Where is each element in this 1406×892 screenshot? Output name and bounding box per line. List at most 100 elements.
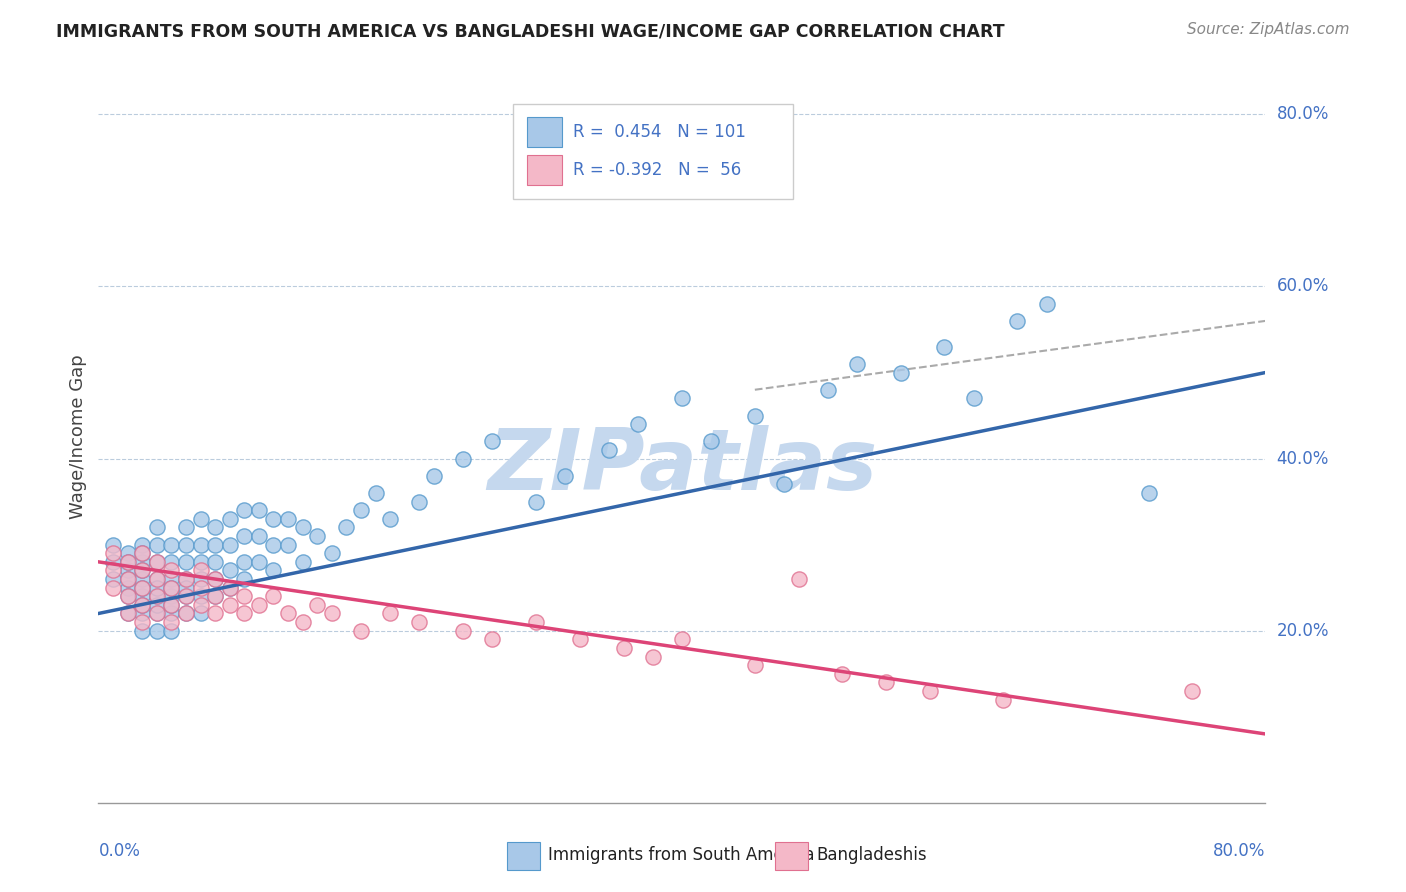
FancyBboxPatch shape	[775, 842, 808, 870]
Text: 80.0%: 80.0%	[1277, 105, 1329, 123]
Point	[380, 512, 402, 526]
Point	[218, 581, 240, 595]
Point	[174, 607, 197, 621]
Point	[160, 538, 183, 552]
Point	[160, 615, 183, 629]
Point	[174, 572, 197, 586]
Point	[146, 572, 169, 586]
Point	[131, 589, 153, 603]
Point	[146, 624, 169, 638]
Text: Source: ZipAtlas.com: Source: ZipAtlas.com	[1187, 22, 1350, 37]
Point	[131, 572, 153, 586]
Point	[146, 589, 169, 603]
Point	[146, 538, 169, 552]
Point	[918, 684, 941, 698]
Point	[1007, 314, 1029, 328]
Point	[146, 589, 169, 603]
Point	[568, 632, 591, 647]
Point	[174, 520, 197, 534]
Point	[598, 442, 620, 457]
Point	[160, 555, 183, 569]
Point	[204, 589, 226, 603]
FancyBboxPatch shape	[513, 104, 793, 200]
Point	[146, 520, 169, 534]
Point	[131, 546, 153, 560]
Point	[218, 512, 240, 526]
Point	[291, 555, 314, 569]
Point	[131, 581, 153, 595]
Point	[451, 451, 474, 466]
Point	[321, 546, 343, 560]
Point	[204, 520, 226, 534]
Point	[233, 572, 256, 586]
Point	[962, 392, 984, 406]
Point	[174, 572, 197, 586]
Point	[131, 624, 153, 638]
Point	[146, 598, 169, 612]
Point	[218, 538, 240, 552]
Point	[247, 598, 270, 612]
Text: 80.0%: 80.0%	[1213, 842, 1265, 860]
Point	[190, 512, 212, 526]
Point	[117, 555, 139, 569]
Point	[117, 589, 139, 603]
Point	[641, 649, 664, 664]
Point	[262, 589, 284, 603]
Point	[131, 598, 153, 612]
Point	[481, 632, 503, 647]
Point	[307, 529, 329, 543]
Point	[174, 589, 197, 603]
Point	[934, 340, 956, 354]
Point	[408, 615, 430, 629]
Point	[671, 632, 693, 647]
Point	[160, 564, 183, 578]
Point	[204, 589, 226, 603]
Point	[174, 589, 197, 603]
Point	[117, 546, 139, 560]
Point	[233, 607, 256, 621]
Point	[160, 581, 183, 595]
Point	[277, 512, 299, 526]
Point	[117, 572, 139, 586]
Point	[131, 555, 153, 569]
Point	[160, 598, 183, 612]
Text: ZIPatlas: ZIPatlas	[486, 425, 877, 508]
Text: Immigrants from South America: Immigrants from South America	[548, 847, 814, 864]
FancyBboxPatch shape	[508, 842, 540, 870]
Point	[744, 409, 766, 423]
Point	[350, 503, 373, 517]
Point	[744, 658, 766, 673]
Point	[117, 564, 139, 578]
Point	[117, 607, 139, 621]
Point	[190, 581, 212, 595]
Point	[612, 640, 634, 655]
Point	[174, 607, 197, 621]
Point	[247, 529, 270, 543]
Y-axis label: Wage/Income Gap: Wage/Income Gap	[69, 355, 87, 519]
Point	[218, 581, 240, 595]
Point	[247, 555, 270, 569]
Point	[890, 366, 912, 380]
Point	[131, 598, 153, 612]
Point	[262, 564, 284, 578]
Point	[101, 555, 124, 569]
FancyBboxPatch shape	[527, 118, 562, 146]
Text: IMMIGRANTS FROM SOUTH AMERICA VS BANGLADESHI WAGE/INCOME GAP CORRELATION CHART: IMMIGRANTS FROM SOUTH AMERICA VS BANGLAD…	[56, 22, 1005, 40]
Point	[247, 503, 270, 517]
Point	[773, 477, 796, 491]
Point	[174, 581, 197, 595]
Point	[233, 589, 256, 603]
Point	[204, 607, 226, 621]
Point	[307, 598, 329, 612]
Point	[117, 555, 139, 569]
Point	[160, 589, 183, 603]
Point	[131, 546, 153, 560]
Point	[174, 555, 197, 569]
Point	[204, 572, 226, 586]
Point	[321, 607, 343, 621]
Point	[174, 538, 197, 552]
Point	[101, 546, 124, 560]
Point	[160, 581, 183, 595]
Point	[131, 564, 153, 578]
Point	[291, 615, 314, 629]
